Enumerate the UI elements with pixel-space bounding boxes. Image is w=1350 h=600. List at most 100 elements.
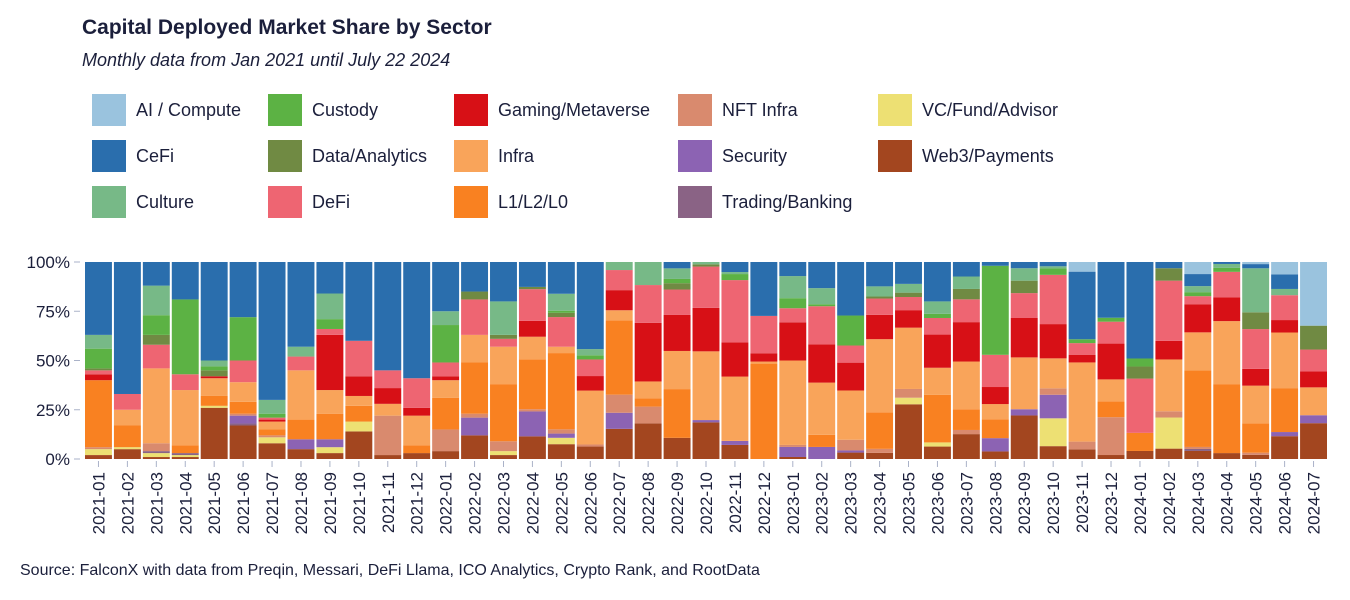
bar-segment bbox=[1271, 332, 1299, 389]
bar-segment bbox=[518, 359, 546, 410]
bar-segment bbox=[837, 315, 865, 346]
bar-segment bbox=[981, 262, 1009, 266]
legend-item: NFT Infra bbox=[678, 94, 798, 126]
bar-segment bbox=[663, 278, 691, 284]
bar-segment bbox=[374, 403, 402, 416]
bar-segment bbox=[490, 455, 517, 459]
bar-segment bbox=[895, 262, 922, 284]
bar-segment bbox=[866, 452, 894, 459]
bar-segment bbox=[85, 368, 112, 371]
bar-segment bbox=[576, 262, 604, 350]
bar-segment bbox=[837, 390, 865, 440]
legend-label: Trading/Banking bbox=[722, 191, 853, 212]
bar-segment bbox=[490, 338, 517, 347]
bar-segment bbox=[200, 262, 228, 361]
x-tick-label: 2023-11 bbox=[1073, 472, 1092, 533]
bar-segment bbox=[287, 419, 315, 440]
x-tick-label: 2023-12 bbox=[1102, 472, 1121, 534]
bar-segment bbox=[1097, 379, 1125, 402]
bar-segment bbox=[576, 446, 604, 459]
bar-segment bbox=[1242, 329, 1270, 369]
bar-segment bbox=[547, 346, 575, 354]
bar-segment bbox=[142, 334, 170, 345]
legend-swatch bbox=[878, 94, 912, 126]
legend-item: Data/Analytics bbox=[268, 140, 427, 172]
bar-segment bbox=[866, 339, 894, 413]
bar-segment bbox=[1242, 423, 1270, 453]
bar-segment bbox=[1155, 280, 1183, 341]
bar-segment bbox=[837, 452, 865, 459]
bar-segment bbox=[1010, 415, 1038, 459]
bar-segment bbox=[461, 299, 489, 335]
bar-segment bbox=[229, 413, 257, 416]
bar-segment bbox=[461, 262, 489, 292]
legend-swatch bbox=[678, 94, 712, 126]
bar-segment bbox=[692, 351, 720, 421]
bar-segment bbox=[663, 289, 691, 315]
bar-segment bbox=[316, 453, 344, 459]
bar-segment bbox=[85, 380, 112, 448]
bar-segment bbox=[142, 453, 170, 458]
legend-swatch bbox=[454, 94, 488, 126]
bar-segment bbox=[85, 348, 112, 369]
x-tick-label: 2022-07 bbox=[610, 472, 629, 534]
bar-segment bbox=[1010, 409, 1038, 416]
x-tick-label: 2023-01 bbox=[784, 472, 803, 534]
x-tick-label: 2024-01 bbox=[1131, 472, 1150, 534]
bar-segment bbox=[316, 439, 344, 448]
bar-segment bbox=[895, 327, 922, 389]
bar-segment bbox=[1242, 385, 1270, 424]
bar-segment bbox=[518, 336, 546, 360]
bar-segment bbox=[142, 344, 170, 369]
bar-segment bbox=[171, 453, 199, 456]
bar-segment bbox=[1242, 262, 1270, 265]
bar-segment bbox=[663, 262, 691, 269]
legend-item: Gaming/Metaverse bbox=[454, 94, 650, 126]
bar-segment bbox=[1155, 359, 1183, 412]
legend-swatch bbox=[678, 140, 712, 172]
bar-segment bbox=[779, 308, 807, 323]
bar-segment bbox=[808, 446, 836, 459]
bar-segment bbox=[1184, 286, 1212, 293]
bar-segment bbox=[432, 376, 460, 381]
bar-segment bbox=[287, 449, 315, 459]
bar-segment bbox=[1213, 453, 1241, 459]
bar-segment bbox=[229, 360, 257, 383]
bar-segment bbox=[895, 297, 922, 311]
bar-segment bbox=[1271, 320, 1299, 333]
bar-segment bbox=[490, 451, 517, 456]
x-tick-label: 2021-02 bbox=[118, 472, 137, 534]
bar-segment bbox=[85, 370, 112, 375]
bar-segment bbox=[866, 412, 894, 449]
bar-segment bbox=[200, 378, 228, 396]
bar-segment bbox=[663, 268, 691, 279]
legend-item: L1/L2/L0 bbox=[454, 186, 568, 218]
legend-label: NFT Infra bbox=[722, 99, 798, 120]
bar-segment bbox=[1271, 295, 1299, 321]
bar-segment bbox=[721, 274, 749, 281]
bar-segment bbox=[1039, 266, 1067, 269]
bar-segment bbox=[1068, 449, 1096, 459]
bar-segment bbox=[432, 429, 460, 452]
bar-segment bbox=[779, 360, 807, 445]
bar-segment bbox=[171, 390, 199, 446]
bar-segment bbox=[200, 407, 228, 459]
legend-swatch bbox=[268, 94, 302, 126]
bar-segment bbox=[1039, 274, 1067, 325]
bar-segment bbox=[229, 425, 257, 459]
bar-segment bbox=[1010, 268, 1038, 281]
bar-segment bbox=[200, 366, 228, 371]
x-tick-label: 2022-02 bbox=[466, 472, 485, 534]
bar-segment bbox=[952, 322, 980, 362]
bar-segment bbox=[779, 456, 807, 459]
bar-segment bbox=[1242, 264, 1270, 269]
legend-label: Culture bbox=[136, 191, 195, 212]
legend: AI / Compute CeFi Culture Custody Data/Analy… bbox=[92, 94, 1092, 234]
bar-segment bbox=[750, 262, 778, 316]
bar-segment bbox=[837, 362, 865, 391]
legend-item: Trading/Banking bbox=[678, 186, 852, 218]
bar-segment bbox=[142, 315, 170, 335]
bar-segment bbox=[200, 376, 228, 379]
bar-segment bbox=[1039, 358, 1067, 389]
bar-segment bbox=[1184, 332, 1212, 371]
